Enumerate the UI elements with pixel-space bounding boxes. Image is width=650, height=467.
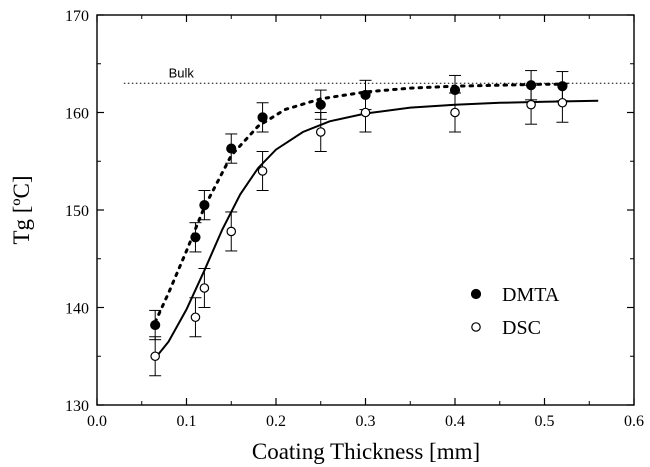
dsc-point	[257, 166, 268, 176]
dsc-point	[360, 107, 371, 118]
dsc-point	[226, 226, 237, 237]
x-tick-label: 0.1	[177, 413, 197, 430]
y-tick-label: 130	[65, 398, 89, 415]
dmta-point	[190, 232, 201, 243]
bulk-label: Bulk	[169, 65, 195, 80]
dmta-point	[150, 319, 161, 331]
y-tick-label: 150	[65, 203, 89, 220]
dsc-point	[526, 99, 536, 110]
dmta-fit-line	[153, 82, 573, 324]
dsc-fit-line	[154, 99, 599, 359]
x-tick-label: 0.6	[624, 413, 644, 430]
dsc-legend-label: DSC	[502, 317, 541, 339]
y-tick-label: 140	[65, 301, 89, 318]
y-tick-label: 160	[65, 106, 89, 123]
legend: DMTA DSC	[470, 284, 560, 339]
data-points	[149, 70, 569, 377]
x-axis-label: Coating Thickness [mm]	[252, 439, 480, 464]
dmta-point	[257, 112, 268, 123]
dsc-point	[190, 312, 201, 323]
dsc-legend-marker	[471, 322, 481, 332]
dsc-point	[315, 127, 326, 137]
dmta-point	[199, 200, 210, 211]
dmta-legend-label: DMTA	[502, 284, 560, 306]
fit-lines	[153, 82, 599, 359]
x-tick-label: 0.5	[535, 413, 555, 430]
x-tick-label: 0.4	[445, 413, 465, 430]
dsc-point	[450, 107, 460, 118]
dmta-point	[315, 99, 326, 110]
dsc-point	[199, 283, 210, 293]
axis-ticks: 0.0 0.1 0.2 0.3 0.4 0.5 0.6 130 140 150 160 170	[65, 8, 644, 430]
dsc-point	[557, 97, 568, 108]
y-tick-label: 170	[65, 8, 89, 25]
y-axis-label: Tg [ºC]	[9, 175, 34, 244]
dsc-point	[150, 351, 160, 362]
bulk-reference: Bulk	[123, 65, 634, 84]
x-tick-label: 0.3	[356, 413, 376, 430]
dmta-point	[226, 143, 237, 154]
dmta-legend-marker	[470, 288, 482, 300]
x-tick-label: 0.0	[87, 413, 107, 430]
x-tick-label: 0.2	[266, 413, 286, 430]
